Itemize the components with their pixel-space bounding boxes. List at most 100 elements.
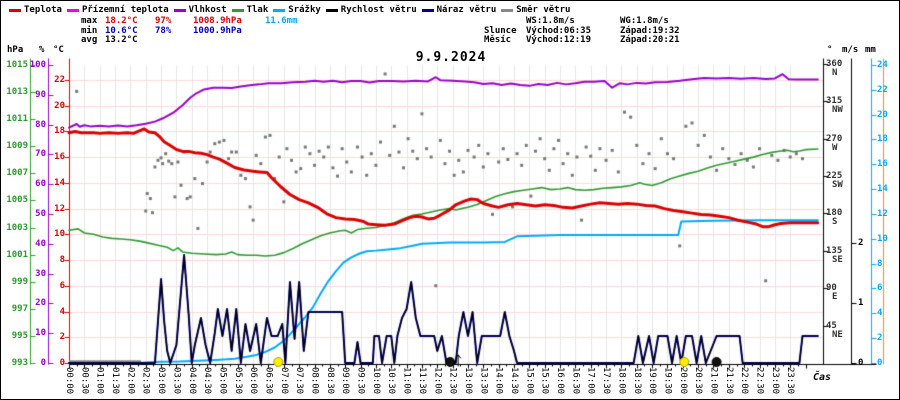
- x-tick-label: 07:00: [278, 367, 289, 395]
- sun-moon-value: Měsíc: [484, 35, 512, 45]
- direction-cardinal-label: E: [832, 292, 838, 303]
- legend-color-dash-icon: [173, 8, 186, 12]
- sun-moon-value: Západ:19:32: [620, 25, 680, 36]
- direction-degree-label: 45: [826, 320, 837, 331]
- y-tick-label: 4: [59, 306, 65, 317]
- y-tick-label: 8: [877, 258, 883, 269]
- legend-color-dash-icon: [421, 8, 434, 12]
- direction-degree-label: 360: [826, 58, 843, 69]
- y-tick-label: 70: [35, 149, 46, 160]
- x-tick-label: 09:30: [355, 367, 366, 395]
- direction-degree-label: 135: [826, 245, 843, 256]
- y-tick-label: 18: [54, 126, 65, 137]
- x-tick-label: 06:30: [263, 367, 274, 395]
- y-tick-label: 1: [858, 298, 864, 308]
- direction-cardinal-label: SW: [832, 180, 843, 191]
- legend-item: Teplota: [9, 5, 62, 15]
- y-tick-label: 18: [877, 134, 888, 145]
- y-tick-label: 100: [29, 60, 46, 70]
- x-tick-label: 01:30: [110, 367, 121, 395]
- sun-moon-row: Slunce Východ:06:35 Západ:19:32: [484, 25, 714, 37]
- direction-tick: 225 SW: [826, 172, 843, 190]
- x-tick-label: 06:00: [248, 367, 259, 395]
- direction-tick: 135 SE: [826, 245, 843, 265]
- x-tick-label: 17:00: [585, 367, 596, 395]
- x-tick-label: 18:00: [616, 367, 627, 395]
- x-tick-label: 14:00: [493, 367, 504, 395]
- sun-moon-value: WS:1.8m/s: [526, 16, 575, 26]
- direction-degree-label: 180: [826, 208, 843, 219]
- axis-header-celsius: °C: [53, 45, 64, 55]
- legend: Teplota Přízemní teplota Vlhkost Tlak Srážky…: [9, 4, 570, 16]
- direction-tick: 180 S: [826, 209, 842, 227]
- y-tick-label: 0: [59, 358, 65, 368]
- y-tick-label: 1013: [6, 87, 28, 98]
- y-tick-label: 995: [11, 330, 28, 341]
- y-tick-label: 60: [35, 179, 46, 190]
- y-tick-label: 20: [35, 298, 46, 309]
- legend-item: Rychlost větru: [325, 5, 417, 15]
- x-tick-label: 05:00: [217, 367, 228, 395]
- y-tick-label: 16: [877, 159, 888, 170]
- y-tick-label: 12: [54, 203, 65, 214]
- x-tick-label: 14:30: [509, 367, 519, 395]
- x-tick-label: 18:30: [631, 367, 642, 395]
- axis-header-ms: m/s: [842, 45, 859, 55]
- direction-cardinal-label: N: [832, 67, 838, 78]
- sun-moon-value: WG:1.8m/s: [620, 16, 669, 26]
- stats-summary-left: max 18.2°C 97% 1008.9hPa 11.6mm min 10.6°C 78% 1…: [81, 16, 309, 46]
- stat-value: 11.6mm: [265, 16, 298, 26]
- legend-label: Vlhkost: [188, 5, 227, 15]
- legend-item: Přízemní teplota: [66, 5, 169, 15]
- y-tick-label: 997: [11, 303, 28, 314]
- direction-degree-label: 315: [826, 96, 843, 107]
- y-tick-label: 10: [54, 229, 65, 240]
- x-tick-label: 03:30: [171, 367, 182, 395]
- x-tick-label: 21:30: [723, 367, 734, 395]
- x-tick-label: 19:30: [662, 367, 673, 395]
- y-tick-label: 20: [54, 100, 65, 111]
- x-tick-label: 21:00: [708, 367, 719, 395]
- legend-color-dash-icon: [231, 8, 244, 12]
- y-tick-label: 6: [877, 283, 883, 294]
- sun-moon-value: Západ:20:21: [620, 35, 680, 45]
- y-tick-label: 1011: [6, 114, 28, 125]
- y-tick-label: 1003: [6, 222, 28, 233]
- y-tick-label: 2: [877, 333, 883, 344]
- y-tick-label: 4: [877, 308, 883, 319]
- stat-value: max: [81, 16, 98, 26]
- x-tick-label: 13:30: [478, 367, 489, 395]
- x-tick-label: 09:00: [340, 367, 351, 395]
- stat-value: 10.6°C: [105, 25, 138, 36]
- direction-cardinal-label: W: [832, 142, 838, 153]
- axis-header-mm: mm: [865, 45, 876, 55]
- y-tick-label: 1001: [6, 249, 28, 260]
- y-tick-label: 6: [59, 280, 65, 291]
- stats-sun-moon: WS:1.8m/s WG:1.8m/s Slunce Východ:06:35 Zápa…: [484, 16, 714, 46]
- x-tick-label: 20:30: [693, 367, 704, 395]
- stat-value: 13.2°C: [105, 35, 138, 45]
- stat-value: 78%: [155, 25, 172, 36]
- legend-item: Směr větru: [501, 5, 570, 15]
- x-tick-label: 15:00: [524, 367, 535, 395]
- x-tick-label: 11:00: [401, 367, 412, 395]
- y-tick-label: 50: [35, 209, 46, 219]
- sun-moon-value: Východ:12:19: [526, 35, 592, 45]
- axis-header-hpa: hPa: [7, 45, 24, 55]
- direction-cardinal-label: S: [832, 217, 838, 228]
- y-tick-label: 10: [877, 233, 888, 244]
- y-tick-label: 12: [877, 208, 888, 219]
- legend-label: Náraz větru: [436, 5, 497, 15]
- legend-label: Rychlost větru: [340, 5, 417, 15]
- x-tick-label: 13:00: [462, 367, 473, 395]
- x-tick-label: 11:30: [416, 367, 427, 395]
- y-tick-label: 8: [59, 255, 65, 266]
- stats-row: max 18.2°C 97% 1008.9hPa 11.6mm: [81, 16, 309, 27]
- x-tick-label: 12:00: [432, 367, 443, 395]
- direction-degree-label: 270: [826, 133, 843, 144]
- y-tick-label: 16: [54, 152, 65, 163]
- x-tick-label: 00:30: [79, 367, 90, 395]
- y-tick-label: 1005: [6, 195, 28, 206]
- y-tick-label: 0: [40, 358, 46, 368]
- y-tick-label: 40: [35, 238, 46, 249]
